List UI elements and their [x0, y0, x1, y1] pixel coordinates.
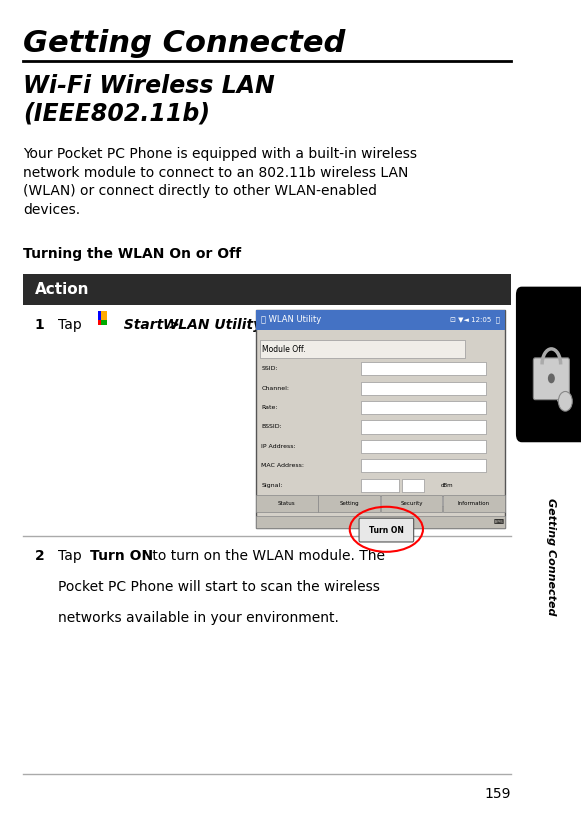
Bar [98, 316, 104, 325]
Text: Getting Connected: Getting Connected [546, 498, 557, 616]
FancyBboxPatch shape [359, 518, 414, 542]
Text: 2: 2 [35, 549, 45, 563]
Bar [101, 311, 107, 320]
Text: WLAN Utility.: WLAN Utility. [163, 318, 266, 332]
Bar [361, 478, 399, 491]
Bar [98, 311, 104, 320]
Text: Setting: Setting [339, 501, 359, 506]
FancyBboxPatch shape [533, 358, 569, 400]
Text: BSSID:: BSSID: [261, 424, 282, 429]
Text: 1: 1 [35, 318, 45, 332]
Circle shape [558, 391, 572, 411]
Text: Getting Connected: Getting Connected [23, 29, 346, 57]
Text: Wi-Fi Wireless LAN
(IEEE802.11b): Wi-Fi Wireless LAN (IEEE802.11b) [23, 74, 275, 125]
Text: Turn ON: Turn ON [369, 526, 404, 535]
Text: Security: Security [400, 501, 423, 506]
Bar [361, 401, 486, 414]
Text: Information: Information [458, 501, 490, 506]
Bar [256, 516, 505, 528]
Text: 🪟 WLAN Utility: 🪟 WLAN Utility [261, 315, 322, 324]
Bar [101, 316, 107, 325]
Text: 159: 159 [485, 787, 511, 801]
Bar [256, 310, 505, 528]
Text: Your Pocket PC Phone is equipped with a built-in wireless
network module to conn: Your Pocket PC Phone is equipped with a … [23, 147, 417, 216]
Text: ⊡ ▼◄ 12:05  🔘: ⊡ ▼◄ 12:05 🔘 [450, 317, 500, 324]
Text: MAC Address:: MAC Address: [261, 464, 304, 468]
Text: dBm: dBm [441, 482, 454, 487]
FancyBboxPatch shape [23, 274, 511, 305]
Text: IP Address:: IP Address: [261, 444, 296, 449]
Bar [361, 382, 486, 395]
Text: to turn on the WLAN module. The: to turn on the WLAN module. The [148, 549, 385, 563]
Text: Rate:: Rate: [261, 405, 278, 410]
Text: networks available in your environment.: networks available in your environment. [58, 611, 339, 625]
Bar [256, 310, 505, 330]
Text: ⌨: ⌨ [493, 519, 504, 525]
Bar [361, 362, 486, 375]
Bar [318, 495, 380, 512]
Text: Turning the WLAN On or Off: Turning the WLAN On or Off [23, 247, 241, 261]
Circle shape [548, 373, 555, 383]
Bar [381, 495, 443, 512]
Text: Tap: Tap [58, 549, 86, 563]
Text: Start >: Start > [114, 318, 185, 332]
Bar [256, 495, 317, 512]
Bar [361, 459, 486, 473]
Bar [361, 440, 486, 453]
Text: Signal:: Signal: [261, 482, 283, 487]
Text: Turn ON: Turn ON [90, 549, 153, 563]
Text: Tap: Tap [58, 318, 86, 332]
Bar [361, 420, 486, 433]
Text: Status: Status [278, 501, 295, 506]
Bar [361, 495, 461, 506]
Text: Pocket PC Phone will start to scan the wireless: Pocket PC Phone will start to scan the w… [58, 580, 380, 594]
Text: Action: Action [35, 283, 89, 297]
Text: Module Off.: Module Off. [262, 345, 306, 354]
Bar [401, 478, 424, 491]
Bar [443, 495, 505, 512]
Text: Channel:: Channel: [261, 386, 289, 391]
Text: SSID:: SSID: [261, 366, 278, 371]
Bar [260, 340, 465, 358]
FancyBboxPatch shape [516, 287, 581, 442]
